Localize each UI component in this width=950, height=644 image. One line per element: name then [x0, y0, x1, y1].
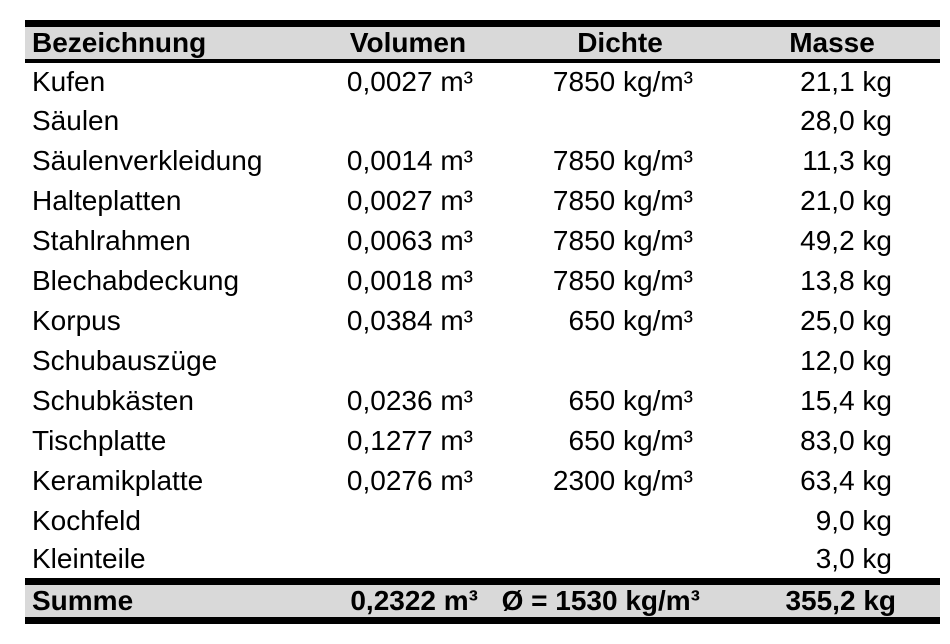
table-row: Korpus 0,0384 m³ 650 kg/m³ 25,0 kg	[25, 301, 940, 341]
table-cell-dichte: 650 kg/m³	[568, 385, 694, 416]
column-header-bezeichnung: Bezeichnung	[32, 27, 207, 58]
table-cell-bezeichnung: Schubkästen	[32, 385, 194, 416]
table-cell-volumen: 0,0018 m³	[346, 265, 473, 296]
table-cell-volumen	[336, 541, 480, 581]
table-cell-dichte	[480, 501, 700, 541]
table-row: Schubkästen 0,0236 m³ 650 kg/m³ 15,4 kg	[25, 381, 940, 421]
table-header-row: Bezeichnung Volumen Dichte Masse	[25, 23, 940, 61]
table-row: Schubauszüge 12,0 kg	[25, 341, 940, 381]
table-cell-masse: 28,0 kg	[800, 105, 892, 136]
table-cell-volumen	[336, 101, 480, 141]
table-row: Kochfeld 9,0 kg	[25, 501, 940, 541]
table-footer-row: Summe 0,2322 m³ Ø = 1530 kg/m³ 355,2 kg	[25, 581, 940, 620]
table-cell-dichte	[480, 541, 700, 581]
table-cell-volumen	[336, 341, 480, 381]
table-row: Keramikplatte 0,0276 m³ 2300 kg/m³ 63,4 kg	[25, 461, 940, 501]
table-cell-masse: 83,0 kg	[800, 425, 892, 456]
table-cell-bezeichnung: Kleinteile	[32, 543, 146, 575]
table-row: Halteplatten 0,0027 m³ 7850 kg/m³ 21,0 kg	[25, 181, 940, 221]
table-body: Kufen 0,0027 m³ 7850 kg/m³ 21,1 kg Säulen 28,…	[25, 61, 940, 581]
table-cell-masse: 13,8 kg	[800, 265, 892, 296]
table-cell-dichte	[480, 101, 700, 141]
table-cell-dichte: 7850 kg/m³	[552, 145, 693, 176]
table-cell-volumen: 0,0236 m³	[346, 385, 473, 416]
table-cell-bezeichnung: Kufen	[32, 66, 106, 97]
table-cell-bezeichnung: Tischplatte	[32, 425, 167, 456]
table-row: Kufen 0,0027 m³ 7850 kg/m³ 21,1 kg	[25, 61, 940, 101]
table-cell-volumen: 0,0384 m³	[346, 305, 473, 336]
table-cell-volumen: 0,0276 m³	[346, 465, 473, 496]
table-cell-masse: 9,0 kg	[815, 505, 892, 536]
column-header-volumen: Volumen	[349, 27, 467, 58]
table-cell-masse: 49,2 kg	[800, 225, 892, 256]
table-cell-masse: 21,1 kg	[800, 66, 892, 97]
table-cell-bezeichnung: Korpus	[32, 305, 121, 336]
table-cell-dichte: 2300 kg/m³	[552, 465, 693, 496]
table-row: Stahlrahmen 0,0063 m³ 7850 kg/m³ 49,2 kg	[25, 221, 940, 261]
table-cell-volumen: 0,1277 m³	[346, 425, 473, 456]
column-header-masse: Masse	[789, 27, 875, 58]
table-cell-volumen: 0,0027 m³	[346, 66, 473, 97]
table-cell-bezeichnung: Säulenverkleidung	[32, 145, 263, 176]
table-cell-volumen	[336, 501, 480, 541]
table-cell-dichte: 650 kg/m³	[568, 425, 694, 456]
table-cell-bezeichnung: Stahlrahmen	[32, 225, 191, 256]
table-cell-dichte: 7850 kg/m³	[552, 265, 693, 296]
table-cell-bezeichnung: Schubauszüge	[32, 345, 218, 376]
table-cell-volumen: 0,0027 m³	[346, 185, 473, 216]
table-cell-masse: 15,4 kg	[800, 385, 892, 416]
table-cell-volumen: 0,0063 m³	[346, 225, 473, 256]
table-row: Säulenverkleidung 0,0014 m³ 7850 kg/m³ 11,3…	[25, 141, 940, 181]
footer-label-summe: Summe	[32, 584, 134, 616]
table-cell-dichte: 7850 kg/m³	[552, 66, 693, 97]
footer-average-dichte: Ø = 1530 kg/m³	[501, 584, 700, 616]
table-cell-masse: 21,0 kg	[800, 185, 892, 216]
table-cell-bezeichnung: Säulen	[32, 105, 120, 136]
table-cell-masse: 3,0 kg	[815, 543, 892, 575]
footer-total-masse: 355,2 kg	[785, 584, 896, 616]
footer-total-volumen: 0,2322 m³	[350, 584, 478, 616]
table-row: Tischplatte 0,1277 m³ 650 kg/m³ 83,0 kg	[25, 421, 940, 461]
table-row: Säulen 28,0 kg	[25, 101, 940, 141]
table-row: Kleinteile 3,0 kg	[25, 541, 940, 581]
table-cell-masse: 11,3 kg	[802, 145, 892, 176]
table-cell-bezeichnung: Blechabdeckung	[32, 265, 240, 296]
table-cell-dichte: 650 kg/m³	[568, 305, 694, 336]
table-cell-volumen: 0,0014 m³	[346, 145, 473, 176]
table-cell-bezeichnung: Kochfeld	[32, 505, 141, 536]
mass-table: Bezeichnung Volumen Dichte Masse Kufen 0,…	[25, 20, 940, 624]
table-cell-dichte	[480, 341, 700, 381]
table-cell-bezeichnung: Keramikplatte	[32, 465, 204, 496]
table-cell-masse: 12,0 kg	[800, 345, 892, 376]
table-row: Blechabdeckung 0,0018 m³ 7850 kg/m³ 13,8 kg	[25, 261, 940, 301]
table-cell-bezeichnung: Halteplatten	[32, 185, 182, 216]
column-header-dichte: Dichte	[577, 27, 663, 58]
table-cell-dichte: 7850 kg/m³	[552, 225, 693, 256]
table-cell-masse: 63,4 kg	[800, 465, 892, 496]
table-cell-masse: 25,0 kg	[800, 305, 892, 336]
table-cell-dichte: 7850 kg/m³	[552, 185, 693, 216]
